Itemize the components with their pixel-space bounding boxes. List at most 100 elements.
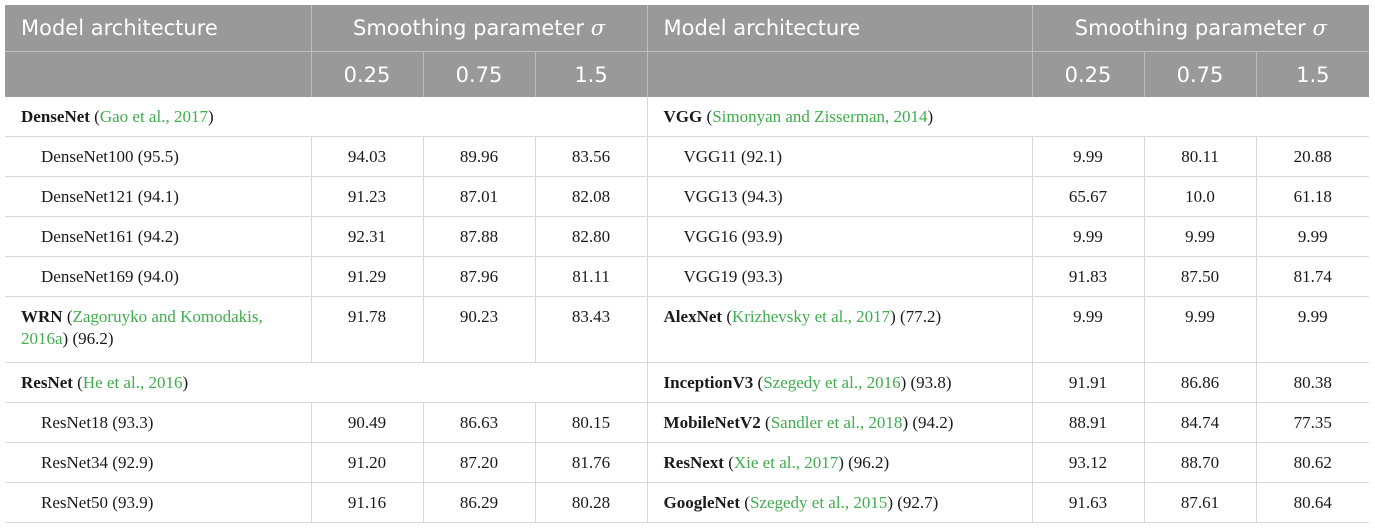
cell-value: 80.11 (1143, 136, 1257, 177)
cell-value: 80.62 (1255, 442, 1370, 483)
cell-value: 9.99 (1143, 296, 1257, 363)
citation-link[interactable]: Sandler et al., 2018 (770, 412, 903, 432)
cell-value: 81.11 (534, 256, 648, 297)
header-model-architecture-right: Model architecture (646, 5, 1033, 52)
cell-value: 88.91 (1031, 402, 1145, 443)
cell-value: 84.74 (1143, 402, 1257, 443)
cell-value: 9.99 (1031, 136, 1145, 177)
header-blank-right (646, 51, 1033, 97)
row-label: DenseNet121 (94.1) (5, 176, 311, 217)
header-sigma-025: 0.25 (310, 51, 423, 97)
cell-value: 87.50 (1143, 256, 1257, 297)
table-row: ResNet (He et al., 2016) InceptionV3 (Sz… (5, 362, 1370, 403)
row-label-wrn: WRN (Zagoruyko and Komodakis, 2016a) (96.… (5, 296, 311, 363)
group-label-vgg: VGG (Simonyan and Zisserman, 2014) (646, 97, 1370, 137)
citation-link[interactable]: Xie et al., 2017 (733, 452, 839, 472)
cell-value: 91.83 (1031, 256, 1145, 297)
cell-value: 10.0 (1143, 176, 1257, 217)
cell-value: 91.63 (1031, 482, 1145, 523)
cell-value: 82.08 (534, 176, 648, 217)
group-label-resnet: ResNet (He et al., 2016) (5, 362, 648, 403)
header-sigma-15: 1.5 (534, 51, 648, 97)
cell-value: 80.38 (1255, 362, 1370, 403)
header-sigma-075: 0.75 (1143, 51, 1257, 97)
cell-value: 9.99 (1031, 296, 1145, 363)
cell-value: 91.20 (310, 442, 423, 483)
header-model-architecture-left: Model architecture (5, 5, 311, 52)
row-label: DenseNet161 (94.2) (5, 216, 311, 257)
table-header: Model architecture Smoothing parameter σ… (5, 5, 1370, 97)
header-blank-left (5, 51, 311, 97)
cell-value: 87.01 (422, 176, 535, 217)
citation-link[interactable]: Zagoruyko and Komodakis, (72, 307, 263, 326)
sigma-symbol: σ (1312, 16, 1327, 40)
row-label: InceptionV3 (Szegedy et al., 2016) (93.8… (646, 362, 1033, 403)
group-label-densenet: DenseNet (Gao et al., 2017) (5, 97, 648, 137)
row-label: ResNext (Xie et al., 2017) (96.2) (646, 442, 1033, 483)
table-row: ResNet50 (93.9) 91.16 86.29 80.28 Google… (5, 482, 1370, 523)
citation-link[interactable]: Simonyan and Zisserman, 2014 (712, 106, 928, 126)
row-label: VGG13 (94.3) (646, 176, 1033, 217)
header-smoothing-left: Smoothing parameter σ (310, 5, 648, 52)
cell-value: 87.96 (422, 256, 535, 297)
cell-value: 61.18 (1255, 176, 1370, 217)
cell-value: 88.70 (1143, 442, 1257, 483)
smoothing-label: Smoothing parameter (1074, 16, 1313, 40)
cell-value: 80.64 (1255, 482, 1370, 523)
row-label: VGG16 (93.9) (646, 216, 1033, 257)
cell-value: 87.20 (422, 442, 535, 483)
sigma-symbol: σ (590, 16, 606, 40)
cell-value: 9.99 (1255, 216, 1370, 257)
citation-link[interactable]: 2016a (21, 329, 63, 348)
cell-value: 81.74 (1255, 256, 1370, 297)
cell-value: 91.91 (1031, 362, 1145, 403)
row-label: VGG11 (92.1) (646, 136, 1033, 177)
cell-value: 90.49 (310, 402, 423, 443)
results-table: Model architecture Smoothing parameter σ… (5, 5, 1370, 523)
table-row: ResNet18 (93.3) 90.49 86.63 80.15 Mobile… (5, 402, 1370, 443)
table-row: DenseNet100 (95.5) 94.03 89.96 83.56 VGG… (5, 136, 1370, 177)
cell-value: 9.99 (1031, 216, 1145, 257)
table-row: WRN (Zagoruyko and Komodakis, 2016a) (96.… (5, 296, 1370, 363)
header-sigma-15: 1.5 (1255, 51, 1370, 97)
table-row: ResNet34 (92.9) 91.20 87.20 81.76 ResNex… (5, 442, 1370, 483)
header-sigma-025: 0.25 (1031, 51, 1145, 97)
row-label: GoogleNet (Szegedy et al., 2015) (92.7) (646, 482, 1033, 523)
cell-value: 94.03 (310, 136, 423, 177)
smoothing-label: Smoothing parameter (352, 16, 591, 40)
header-sigma-075: 0.75 (422, 51, 535, 97)
row-label: MobileNetV2 (Sandler et al., 2018) (94.2… (646, 402, 1033, 443)
cell-value: 82.80 (534, 216, 648, 257)
cell-value: 86.86 (1143, 362, 1257, 403)
cell-value: 80.28 (534, 482, 648, 523)
cell-value: 92.31 (310, 216, 423, 257)
cell-value: 80.15 (534, 402, 648, 443)
citation-link[interactable]: Szegedy et al., 2016 (763, 372, 901, 392)
cell-value: 91.23 (310, 176, 423, 217)
header-smoothing-right: Smoothing parameter σ (1031, 5, 1370, 52)
citation-link[interactable]: He et al., 2016 (82, 372, 183, 392)
cell-value: 93.12 (1031, 442, 1145, 483)
row-label: DenseNet169 (94.0) (5, 256, 311, 297)
cell-value: 9.99 (1255, 296, 1370, 363)
citation-link[interactable]: Krizhevsky et al., 2017 (731, 307, 891, 326)
cell-value: 65.67 (1031, 176, 1145, 217)
cell-value: 77.35 (1255, 402, 1370, 443)
row-label: ResNet50 (93.9) (5, 482, 311, 523)
citation-link[interactable]: Gao et al., 2017 (99, 106, 208, 126)
table-row: DenseNet161 (94.2) 92.31 87.88 82.80 VGG… (5, 216, 1370, 257)
citation-link[interactable]: Szegedy et al., 2015 (749, 492, 888, 512)
table-body: DenseNet (Gao et al., 2017) VGG (Simonya… (5, 97, 1370, 523)
table-row: DenseNet169 (94.0) 91.29 87.96 81.11 VGG… (5, 256, 1370, 297)
cell-value: 91.16 (310, 482, 423, 523)
cell-value: 91.29 (310, 256, 423, 297)
cell-value: 83.43 (534, 296, 648, 363)
row-label: DenseNet100 (95.5) (5, 136, 311, 177)
cell-value: 87.88 (422, 216, 535, 257)
cell-value: 81.76 (534, 442, 648, 483)
row-label: ResNet18 (93.3) (5, 402, 311, 443)
cell-value: 87.61 (1143, 482, 1257, 523)
row-label: ResNet34 (92.9) (5, 442, 311, 483)
cell-value: 91.78 (310, 296, 423, 363)
cell-value: 86.63 (422, 402, 535, 443)
